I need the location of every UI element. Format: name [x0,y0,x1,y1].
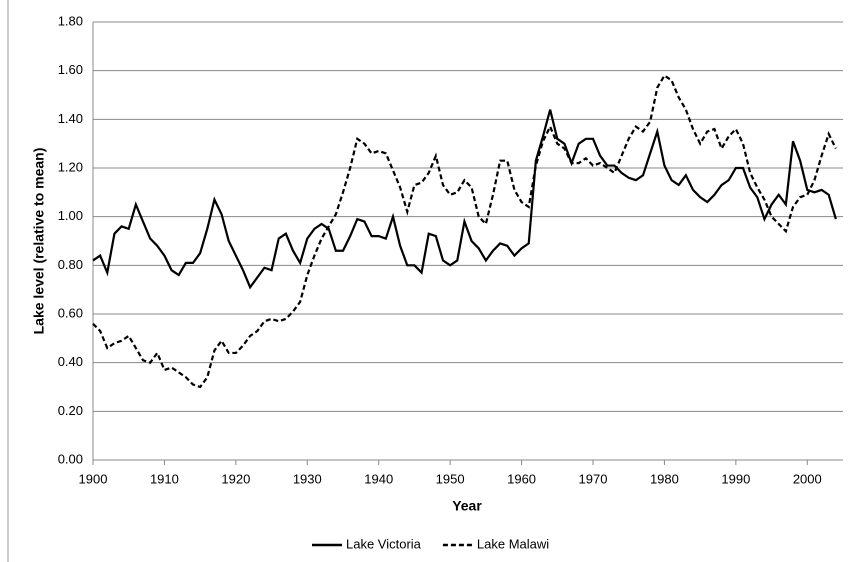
x-tick-label: 1950 [436,471,465,486]
y-tick-label: 1.20 [58,159,83,174]
x-tick-label: 1940 [364,471,393,486]
x-tick-label: 1990 [721,471,750,486]
x-tick-label: 1970 [579,471,608,486]
x-tick-label: 1930 [293,471,322,486]
y-tick-label: 0.00 [58,451,83,466]
y-tick-label: 0.60 [58,305,83,320]
legend-label: Lake Victoria [346,536,422,551]
y-tick-label: 1.00 [58,208,83,223]
y-axis-title: Lake level (relative to mean) [31,148,47,335]
x-axis-title: Year [452,498,482,514]
x-tick-label: 2000 [793,471,822,486]
x-tick-label: 1900 [79,471,108,486]
data-line [92,73,837,389]
y-tick-label: 1.60 [58,62,83,77]
y-tick-label: 1.40 [58,111,83,126]
legend-label: Lake Malawi [477,536,549,551]
data-line [92,109,837,290]
y-tick-label: 1.80 [58,13,83,28]
y-tick-label: 0.20 [58,403,83,418]
x-tick-label: 1960 [507,471,536,486]
y-tick-label: 0.80 [58,257,83,272]
y-tick-label: 0.40 [58,354,83,369]
x-tick-label: 1980 [650,471,679,486]
x-tick-label: 1910 [150,471,179,486]
x-tick-label: 1920 [221,471,250,486]
